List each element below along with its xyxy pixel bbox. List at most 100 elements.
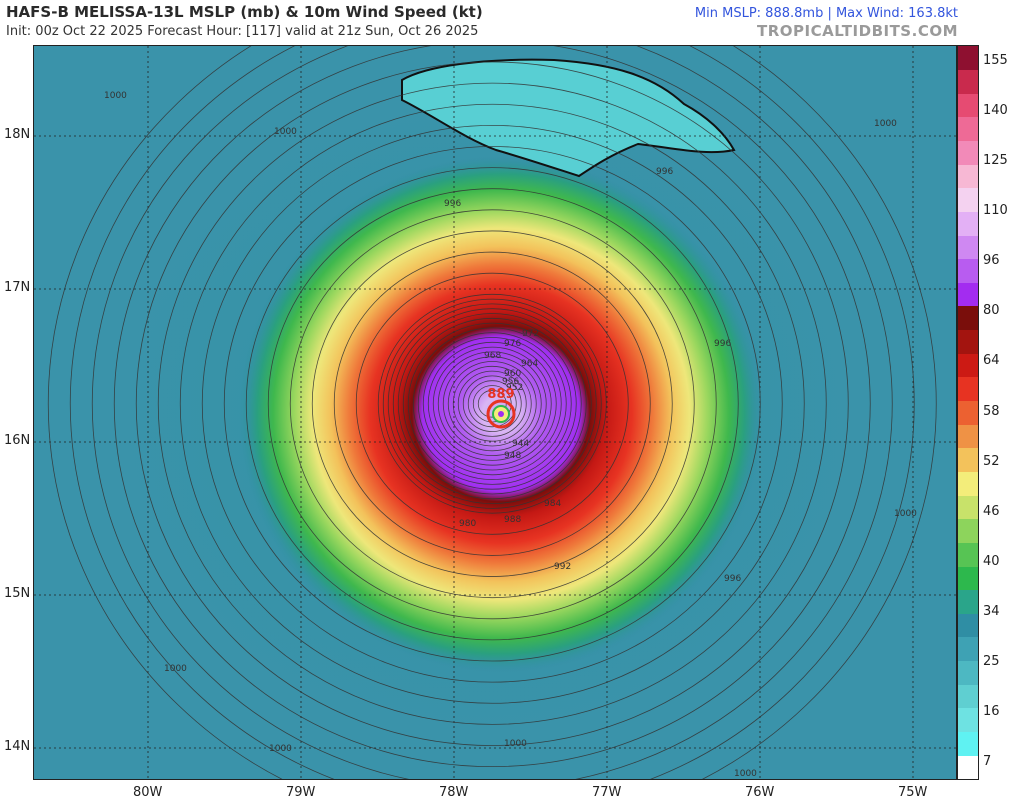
colorbar-segment — [958, 637, 978, 662]
latitude-label: 18N — [4, 127, 31, 142]
colorbar-tick-label: 155 — [983, 53, 1008, 68]
colorbar-segment — [958, 93, 978, 118]
colorbar-tick-label: 46 — [983, 503, 1000, 519]
central-pressure-label: 889 — [487, 387, 514, 402]
colorbar-segment — [958, 235, 978, 260]
isobar-label: 1000 — [269, 744, 292, 754]
isobar-contour — [392, 308, 592, 500]
isobar-contour — [417, 332, 567, 476]
latitude-label: 17N — [4, 280, 31, 295]
colorbar-tick-label: 58 — [983, 403, 1000, 419]
colorbar-segment — [958, 755, 978, 780]
colorbar-tick-label: 96 — [983, 253, 1000, 269]
isobar-contour — [437, 351, 547, 456]
isobar-label: 1000 — [734, 769, 757, 779]
longitude-label: 77W — [592, 785, 622, 800]
colorbar-segment — [958, 566, 978, 591]
colorbar-segment — [958, 424, 978, 449]
isobar-label: 948 — [504, 451, 521, 461]
isobar-label: 1000 — [164, 664, 187, 674]
isobar-contour — [245, 167, 739, 641]
site-brand[interactable]: TROPICALTIDBITS.COM — [757, 22, 958, 40]
isobar-contour — [397, 313, 587, 495]
isobar-label: 988 — [504, 515, 521, 525]
colorbar-tick-label: 64 — [983, 353, 1000, 369]
colorbar-segment — [958, 258, 978, 283]
isobar-label: 976 — [504, 339, 521, 349]
colorbar-segment — [958, 589, 978, 614]
isobar-contour — [387, 303, 597, 504]
isobar-label: 992 — [554, 562, 571, 572]
isobar-contour — [69, 46, 915, 779]
isobar-label: 944 — [512, 439, 529, 449]
colorbar-tick-label: 34 — [983, 603, 1000, 619]
colorbar-segment — [958, 542, 978, 567]
isobar-label: 984 — [544, 499, 561, 509]
colorbar-tick-label: 110 — [983, 203, 1008, 219]
latitude-label: 15N — [4, 586, 31, 601]
isobar-label: 968 — [484, 351, 501, 361]
wind-speed-colorbar — [957, 45, 979, 780]
colorbar-segment — [958, 400, 978, 425]
isobar-contour — [157, 82, 827, 725]
isobar-label: 956 — [502, 377, 519, 387]
isobar-label: 952 — [506, 383, 523, 393]
colorbar-segment — [958, 684, 978, 709]
isobar-label: 1000 — [274, 127, 297, 137]
colorbar-segment — [958, 187, 978, 212]
map-canvas: 1000 1000 1000 1000 1000 1000 1000 1000 996 996 99… — [34, 46, 956, 779]
isobar-contour — [432, 346, 552, 461]
isobar-contour — [223, 146, 761, 662]
colorbar-segment — [958, 140, 978, 165]
map-title: HAFS-B MELISSA-13L MSLP (mb) & 10m Wind … — [6, 3, 483, 21]
latitude-label: 14N — [4, 739, 31, 754]
storm-stats: Min MSLP: 888.8mb | Max Wind: 163.8kt — [694, 6, 958, 21]
colorbar-tick-label: 140 — [983, 103, 1008, 119]
colorbar-segment — [958, 471, 978, 496]
isobar-contour — [412, 327, 572, 480]
isobar-contour — [447, 361, 537, 447]
colorbar-segment — [958, 377, 978, 402]
isobar-contour — [427, 341, 557, 466]
isobar-contour — [462, 375, 522, 432]
colorbar-segment — [958, 46, 978, 70]
forecast-map[interactable]: 1000 1000 1000 1000 1000 1000 1000 1000 996 996 99… — [33, 45, 957, 780]
isobar-contour — [442, 356, 542, 452]
longitude-label: 75W — [898, 785, 928, 800]
colorbar-tick-label: 40 — [983, 553, 1000, 569]
isobar-label: 996 — [656, 167, 673, 177]
isobar-contour — [402, 317, 582, 490]
colorbar-segment — [958, 495, 978, 520]
colorbar-segment — [958, 731, 978, 756]
colorbar-segment — [958, 329, 978, 354]
colorbar-segment — [958, 211, 978, 236]
colorbar-segment — [958, 708, 978, 733]
isobar-label: 972 — [522, 329, 539, 339]
colorbar-segment — [958, 660, 978, 685]
isobar-contour — [201, 124, 783, 683]
isobar-label: 980 — [459, 519, 476, 529]
isobar-contour — [135, 61, 849, 746]
colorbar-tick-label: 7 — [983, 754, 992, 769]
isobar-contour — [382, 298, 602, 509]
isobar-contour — [355, 272, 629, 535]
isobar-contour — [289, 209, 695, 599]
isobar-contours — [47, 46, 937, 779]
colorbar-segment — [958, 353, 978, 378]
isobar-label: 1000 — [894, 509, 917, 519]
isobar-contour — [113, 46, 871, 767]
longitude-label: 80W — [133, 785, 163, 800]
isobar-label: 996 — [444, 199, 461, 209]
jamaica-island — [401, 58, 736, 178]
isobar-contour — [467, 380, 517, 428]
longitude-label: 79W — [286, 785, 316, 800]
isobar-label: 1000 — [874, 119, 897, 129]
isobar-label: 996 — [714, 339, 731, 349]
colorbar-tick-label: 25 — [983, 653, 1000, 669]
longitude-label: 76W — [745, 785, 775, 800]
eye-center — [498, 411, 504, 417]
isobar-contour — [47, 46, 937, 779]
isobar-contour — [407, 322, 577, 485]
colorbar-segment — [958, 518, 978, 543]
isobar-label: 960 — [504, 369, 521, 379]
